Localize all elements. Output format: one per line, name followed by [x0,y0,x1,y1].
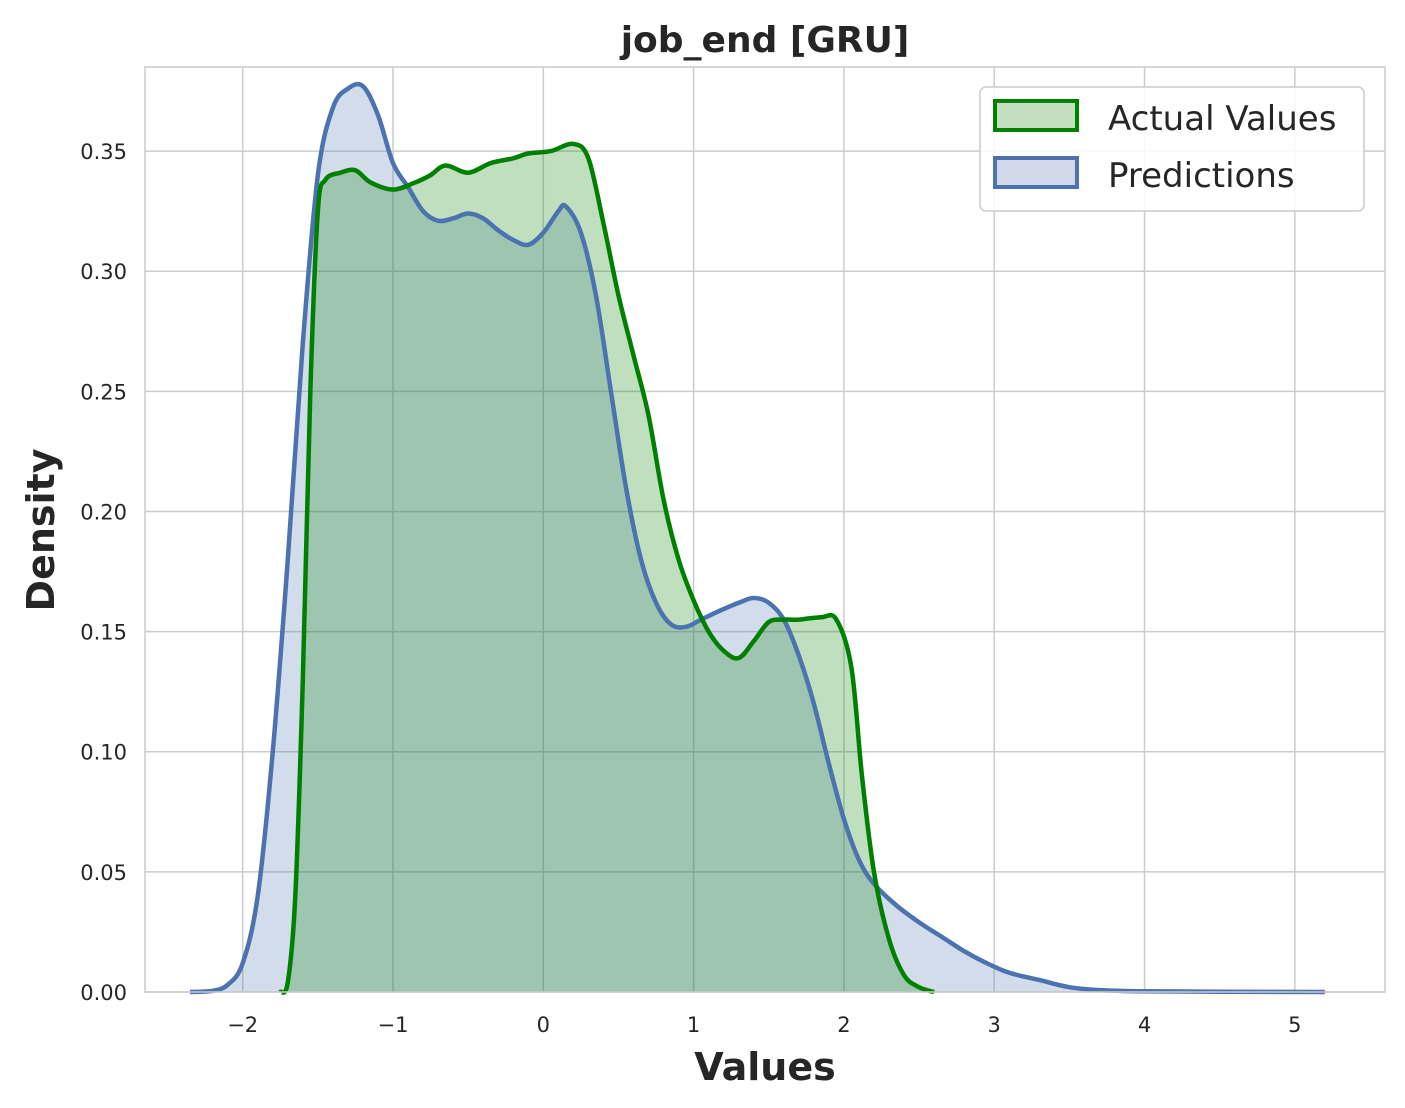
density-areas [190,84,1325,993]
y-tick-label: 0.10 [80,741,127,765]
density-lines [189,81,1325,995]
y-tick-label: 0.00 [80,981,127,1005]
x-tick-label: 0 [537,1013,550,1037]
x-tick-label: 3 [988,1013,1001,1037]
x-tick-label: 1 [687,1013,700,1037]
legend-swatch-actual-values [993,99,1079,132]
y-tick-label: 0.25 [80,380,127,404]
x-tick-labels: −2 −1 0 1 2 3 4 5 [227,1013,1301,1037]
density-line-predictions [189,81,1325,995]
legend: Actual Values Predictions [979,86,1365,212]
chart-title: job_end [GRU] [619,20,910,61]
legend-swatch-predictions [993,156,1079,189]
x-tick-label: 5 [1288,1013,1301,1037]
density-area-predictions [190,84,1325,992]
x-axis-label: Values [694,1045,835,1089]
density-area-actual-values [280,143,935,993]
x-tick-label: −2 [227,1013,258,1037]
x-tick-label: 2 [837,1013,850,1037]
y-axis-label: Density [19,448,63,611]
y-tick-labels: 0.00 0.05 0.10 0.15 0.20 0.25 0.30 0.35 [80,140,127,1005]
y-tick-label: 0.35 [80,140,127,164]
y-tick-label: 0.15 [80,621,127,645]
y-tick-label: 0.30 [80,260,127,284]
legend-label-predictions: Predictions [1108,156,1295,196]
y-tick-label: 0.05 [80,861,127,885]
y-tick-label: 0.20 [80,500,127,524]
legend-label-actual-values: Actual Values [1108,99,1336,139]
x-tick-label: −1 [378,1013,409,1037]
plot-frame [144,66,1386,993]
density-line-actual-values [278,141,935,995]
x-tick-label: 4 [1138,1013,1151,1037]
